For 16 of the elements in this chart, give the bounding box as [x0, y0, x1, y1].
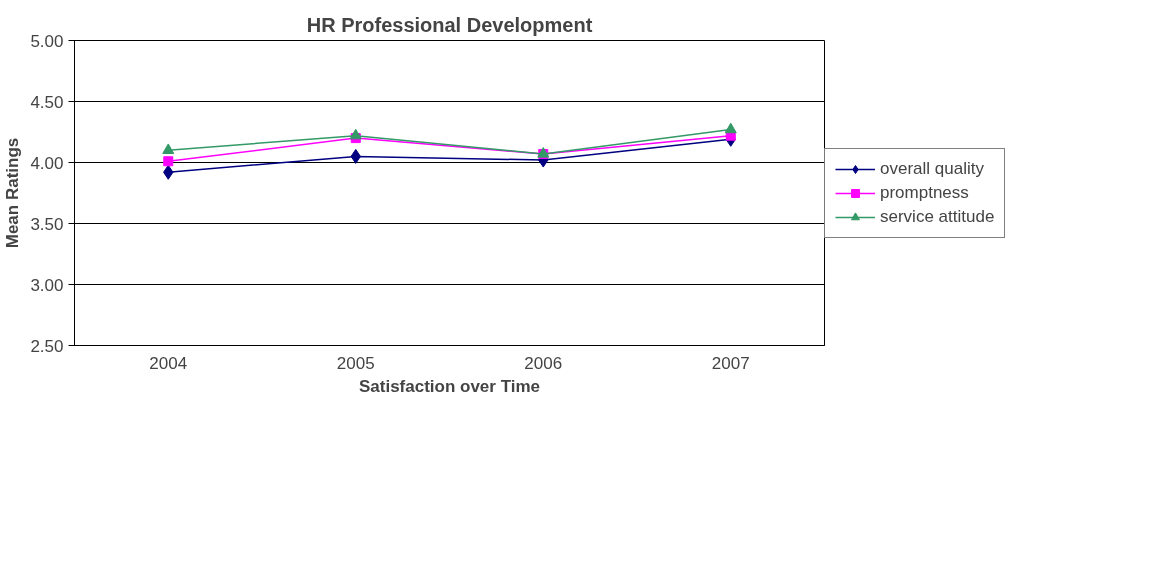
y-tick-label: 3.50: [30, 214, 64, 234]
x-tick-label: 2004: [149, 353, 188, 373]
y-axis-title: Mean Ratings: [3, 137, 23, 249]
y-tick-label: 4.50: [30, 92, 64, 112]
x-tick-label: 2007: [711, 353, 750, 373]
chart-title: HR Professional Development: [306, 13, 593, 36]
y-tick-label: 4.00: [30, 153, 64, 173]
x-axis-title: Satisfaction over Time: [358, 376, 541, 396]
x-tick-label: 2006: [524, 353, 563, 373]
y-tick-label: 3.00: [30, 275, 64, 295]
x-tick-label: 2005: [336, 353, 375, 373]
y-tick-label: 5.00: [30, 31, 64, 51]
legend-label: service attitude: [880, 206, 995, 227]
legend-label: promptness: [880, 182, 969, 203]
y-tick-label: 2.50: [30, 336, 64, 356]
legend-label: overall quality: [880, 158, 984, 179]
